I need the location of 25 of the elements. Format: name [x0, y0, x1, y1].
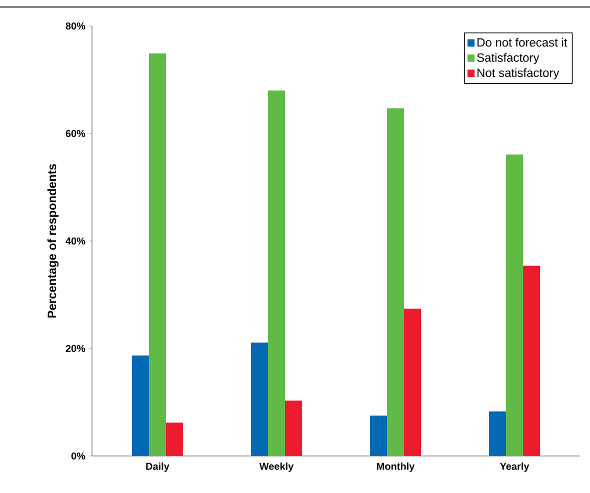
- bar: [370, 416, 388, 456]
- bar: [132, 355, 149, 456]
- legend-label: Do not forecast it: [478, 38, 568, 47]
- y-tick-label: 40%: [66, 237, 86, 245]
- bar: [166, 422, 183, 456]
- y-tick-label: 20%: [66, 344, 86, 352]
- y-tick-label: 0%: [71, 452, 86, 460]
- bar: [506, 154, 524, 456]
- legend-label: Not satisfactory: [478, 68, 560, 80]
- y-axis-title: Percentage of respondents: [47, 164, 59, 318]
- legend-label: Satisfactory: [477, 53, 540, 64]
- bar: [523, 266, 540, 456]
- bar: [284, 400, 302, 456]
- bar: [250, 342, 268, 456]
- y-tick-label: 80%: [66, 22, 86, 30]
- x-tick-label: Daily: [146, 462, 170, 472]
- y-tick-label: 60%: [66, 130, 86, 138]
- bar: [268, 90, 285, 456]
- x-tick-label: Yearly: [500, 462, 530, 472]
- x-tick-label: Weekly: [259, 462, 294, 472]
- bar: [489, 411, 506, 456]
- bar: [404, 308, 422, 456]
- x-tick-label: Monthly: [377, 462, 415, 472]
- bar: [387, 108, 404, 456]
- bar: [148, 53, 166, 456]
